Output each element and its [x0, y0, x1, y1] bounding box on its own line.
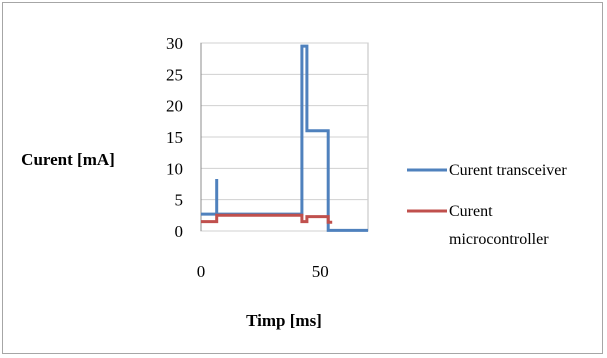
x-axis-label: Timp [ms]: [246, 311, 322, 330]
series-line-1: [201, 213, 333, 224]
y-tick-label-6: 30: [166, 34, 183, 53]
legend-label-1: Curent microcontroller: [449, 203, 549, 248]
chart-frame: 0 5 10 15 20 25 30 0 50 Curent [mA] Timp [ms] Cu…: [2, 2, 603, 354]
y-axis-label: Curent [mA]: [21, 150, 115, 169]
y-tick-label-2: 10: [166, 159, 183, 178]
x-tick-label-1: 50: [312, 262, 329, 281]
y-tick-label-4: 20: [166, 97, 183, 116]
y-tick-label-5: 25: [166, 65, 183, 84]
y-tick-label-1: 5: [175, 191, 184, 210]
current-chart: 0 5 10 15 20 25 30 0 50 Curent [mA] Timp [ms] Cu…: [21, 34, 567, 330]
x-tick-label-0: 0: [197, 262, 206, 281]
y-tick-label-0: 0: [175, 222, 184, 241]
y-tick-label-3: 15: [166, 128, 183, 147]
legend-label-0: Curent transceiver: [449, 162, 567, 179]
series-line-0: [201, 44, 368, 232]
legend: Curent transceiver Curent microcontroller: [407, 162, 567, 248]
